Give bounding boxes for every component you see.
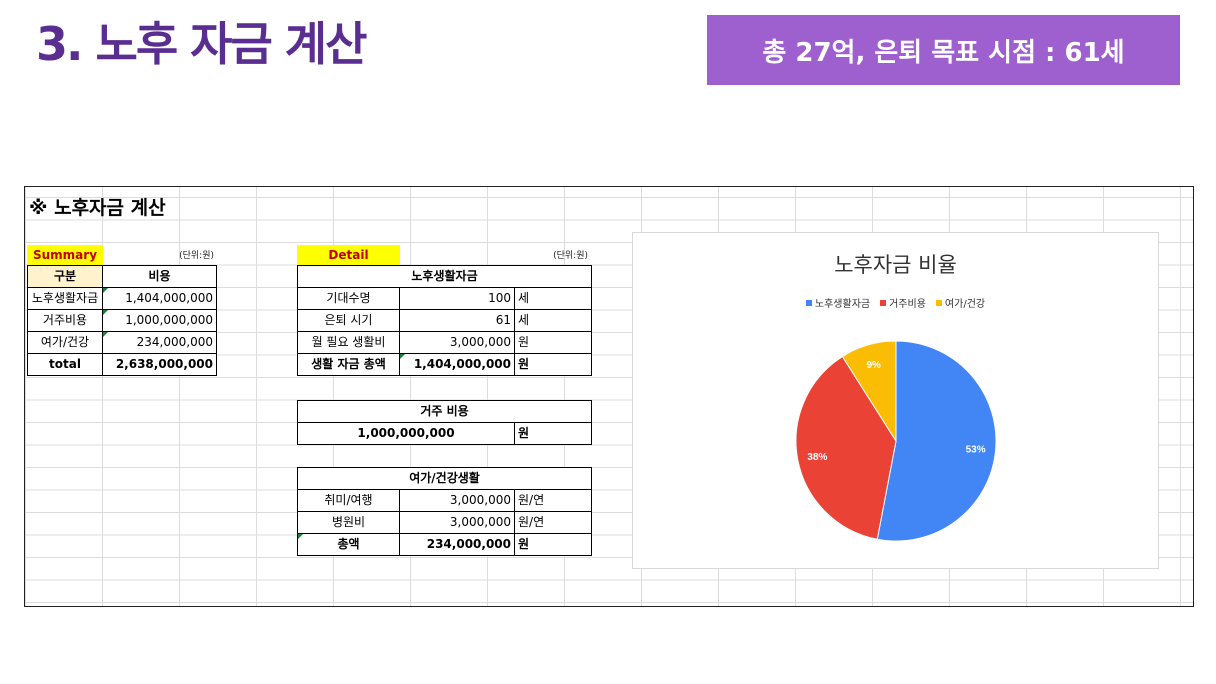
sheet-heading: ※ 노후자금 계산 xyxy=(29,197,166,219)
legend-swatch xyxy=(880,299,887,306)
summary-total-label[interactable]: total xyxy=(27,353,103,376)
pie-slice-1[interactable] xyxy=(876,340,997,542)
summary-row-name[interactable]: 노후생활자금 xyxy=(27,287,103,310)
legend-swatch xyxy=(935,299,942,306)
summary-total-value[interactable]: 2,638,000,000 xyxy=(102,353,217,376)
leisure-total-value[interactable]: 234,000,000 xyxy=(399,533,515,556)
living-total-value[interactable]: 1,404,000,000 xyxy=(399,353,515,376)
summary-label: Summary xyxy=(27,245,103,265)
summary-row-name[interactable]: 거주비용 xyxy=(27,309,103,332)
chart-title: 노후자금 비율 xyxy=(834,253,957,277)
legend-label: 노후생활자금 xyxy=(814,299,871,310)
leisure-row-name[interactable]: 병원비 xyxy=(297,511,400,534)
pie-chart[interactable]: 노후자금 비율 노후생활자금 거주비용 여가/건강 53% 38% 9% xyxy=(632,232,1159,569)
leisure-row-unit[interactable]: 원/연 xyxy=(514,511,592,534)
chart-legend: 노후생활자금 거주비용 여가/건강 xyxy=(633,295,1158,310)
pie-plot-area: 53% 38% 9% xyxy=(795,340,997,542)
living-total-unit[interactable]: 원 xyxy=(514,353,592,376)
living-total-label[interactable]: 생활 자금 총액 xyxy=(297,353,400,376)
detail-label: Detail xyxy=(297,245,400,265)
summary-unit: (단위:원) xyxy=(179,251,214,261)
pie-data-label: 38% xyxy=(807,452,827,463)
summary-header-category: 구분 xyxy=(27,265,103,288)
slide-title: 3. 노후 자금 계산 xyxy=(36,17,367,71)
leisure-total-unit[interactable]: 원 xyxy=(514,533,592,556)
spreadsheet[interactable]: ※ 노후자금 계산 Summary (단위:원) 구분 비용 노후생활자금 1,… xyxy=(24,186,1194,607)
summary-row-value[interactable]: 1,404,000,000 xyxy=(102,287,217,310)
living-row-name[interactable]: 은퇴 시기 xyxy=(297,309,400,332)
housing-value[interactable]: 1,000,000,000 xyxy=(297,422,515,445)
summary-row-value[interactable]: 234,000,000 xyxy=(102,331,217,354)
living-row-unit[interactable]: 세 xyxy=(514,287,592,310)
living-row-value[interactable]: 61 xyxy=(399,309,515,332)
living-row-unit[interactable]: 원 xyxy=(514,331,592,354)
pie-slice-3[interactable] xyxy=(841,340,897,443)
leisure-total-label[interactable]: 총액 xyxy=(297,533,400,556)
living-row-unit[interactable]: 세 xyxy=(514,309,592,332)
summary-header-cost: 비용 xyxy=(102,265,217,288)
legend-swatch xyxy=(805,299,812,306)
legend-item: 거주비용 xyxy=(880,295,926,310)
legend-item: 노후생활자금 xyxy=(805,295,871,310)
living-row-value[interactable]: 3,000,000 xyxy=(399,331,515,354)
living-row-name[interactable]: 월 필요 생활비 xyxy=(297,331,400,354)
leisure-row-unit[interactable]: 원/연 xyxy=(514,489,592,512)
leisure-header: 여가/건강생활 xyxy=(297,467,592,490)
detail-unit: (단위:원) xyxy=(553,251,588,261)
legend-label: 거주비용 xyxy=(889,299,926,310)
legend-label: 여가/건강 xyxy=(944,299,986,310)
pie-data-label: 53% xyxy=(966,445,986,456)
living-header: 노후생활자금 xyxy=(297,265,592,288)
leisure-row-value[interactable]: 3,000,000 xyxy=(399,511,515,534)
living-row-name[interactable]: 기대수명 xyxy=(297,287,400,310)
pie-data-label: 9% xyxy=(866,360,881,371)
summary-banner: 총 27억, 은퇴 목표 시점 : 61세 xyxy=(707,15,1180,85)
summary-row-name[interactable]: 여가/건강 xyxy=(27,331,103,354)
housing-unit[interactable]: 원 xyxy=(514,422,592,445)
legend-item: 여가/건강 xyxy=(935,295,986,310)
living-row-value[interactable]: 100 xyxy=(399,287,515,310)
housing-header: 거주 비용 xyxy=(297,400,592,423)
summary-row-value[interactable]: 1,000,000,000 xyxy=(102,309,217,332)
leisure-row-name[interactable]: 취미/여행 xyxy=(297,489,400,512)
leisure-row-value[interactable]: 3,000,000 xyxy=(399,489,515,512)
